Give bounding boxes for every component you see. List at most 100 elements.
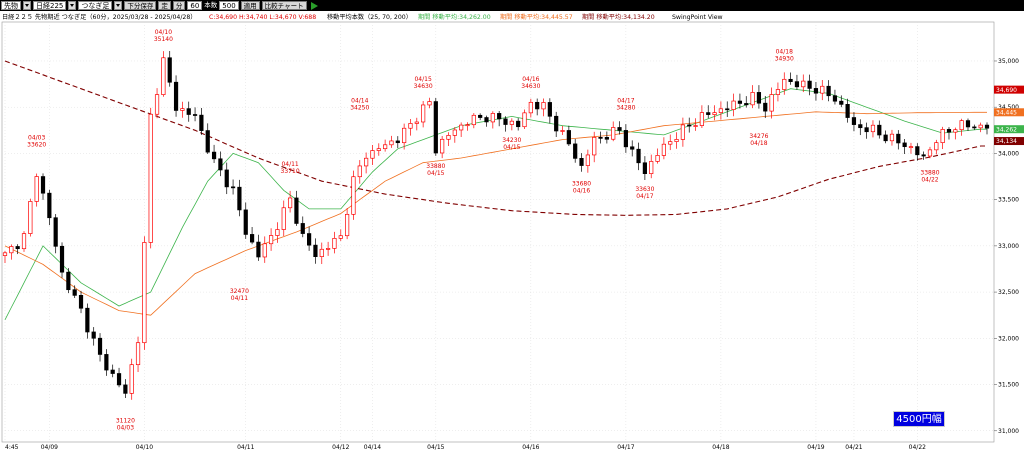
price-tag-bg [994,108,1024,117]
x-tick-label: 04/12 [332,444,349,451]
candle [167,51,172,87]
candle [623,124,628,153]
candle [820,80,825,101]
compare-chart-button[interactable]: 比較チャート [261,1,307,10]
swing-price: 34280 [616,104,635,111]
candle-body [478,114,483,118]
candle [471,113,476,129]
chart-title: 日経２２５ 先物期近 つなぎ足（60分，2025/03/28 - 2025/04… [2,13,197,21]
candle-body [826,85,831,97]
candle-body [782,78,787,90]
interval-input[interactable]: 60 [187,1,203,10]
candle-body [110,369,115,374]
swing-price: 34930 [775,55,794,62]
candle-body [763,102,768,112]
candle [484,115,489,127]
candle-body [357,165,362,178]
candle [528,98,533,118]
candle-body [154,94,160,115]
price-tag-bg [994,137,1024,146]
candle [53,214,58,254]
candle-body [376,148,381,151]
swing-price: 04/22 [921,177,938,184]
candle [199,107,204,135]
candle [452,127,457,143]
x-tick-label: 04/22 [909,444,926,451]
chart-kind-select[interactable]: つなぎ足 [78,1,113,10]
y-tick-label: 34,000 [998,150,1019,157]
candle [592,131,597,163]
save-button[interactable]: 下分保存 [124,1,157,10]
apply-button[interactable]: 適用 [240,1,260,10]
candle [433,98,438,156]
candle [21,231,27,252]
swing-price: 04/03 [117,424,134,431]
candle [687,117,692,133]
candle [459,122,464,137]
play-icon[interactable] [310,1,318,10]
candle [908,142,914,154]
interval-tab[interactable]: 分 [172,1,186,10]
candle-body [560,130,565,132]
swing-price: 35140 [154,36,173,43]
candle-body [959,120,964,131]
candle-body [173,81,179,111]
candle [750,85,755,109]
price-tag: 34,262 [994,125,1024,133]
candle [357,160,362,184]
candle [395,136,400,148]
chevron-down-icon[interactable] [68,1,77,10]
candle-body [541,102,546,110]
x-tick-label: 04/16 [522,444,539,451]
candle-body [946,129,952,133]
chevron-down-icon[interactable] [23,1,31,10]
candle-body [864,127,869,133]
candle [801,74,806,93]
chart-header: 日経２２５ 先物期近 つなぎ足（60分，2025/03/28 - 2025/04… [2,13,723,21]
candle [642,156,647,181]
x-tick-label: 04/10 [136,444,153,451]
price-tag-label: 34,262 [996,126,1017,133]
swing-date: 04/10 [155,29,172,36]
candle [408,119,413,136]
candle [674,132,679,149]
candle-body [459,124,464,131]
candle-body [775,89,781,95]
candle [205,123,210,155]
candle [332,231,337,254]
candle [693,118,698,131]
chevron-down-icon[interactable] [114,1,123,10]
market-select[interactable]: 先物 [1,1,21,10]
candle-body [319,248,324,258]
fix-button[interactable]: 定 [158,1,171,10]
candle-body [490,113,495,123]
candle-body [788,78,793,82]
candle-body [452,129,457,136]
count-input[interactable]: 500 [219,1,239,10]
candle-body [769,94,774,112]
candle [832,89,838,105]
candle-body [655,155,660,162]
candle-body [97,337,103,355]
candle-body [2,252,8,256]
candle [737,93,743,109]
x-tick-label: 04/15 [427,444,444,451]
candle-body [851,117,857,125]
y-tick-label: 32,500 [998,289,1019,296]
swing-date: 04/17 [617,97,634,104]
candle [611,121,616,142]
swing-date: 04/14 [351,97,368,104]
candle-body [313,244,318,258]
candle [319,242,324,265]
symbol-select[interactable]: 日経225 [33,1,67,10]
candle [870,120,876,138]
candle [927,146,933,159]
candle-body [465,124,470,127]
swing-price: 33620 [27,141,46,148]
swing-price: 34630 [521,83,540,90]
candle-body [611,127,616,140]
candle [889,129,895,146]
candle [655,148,660,164]
